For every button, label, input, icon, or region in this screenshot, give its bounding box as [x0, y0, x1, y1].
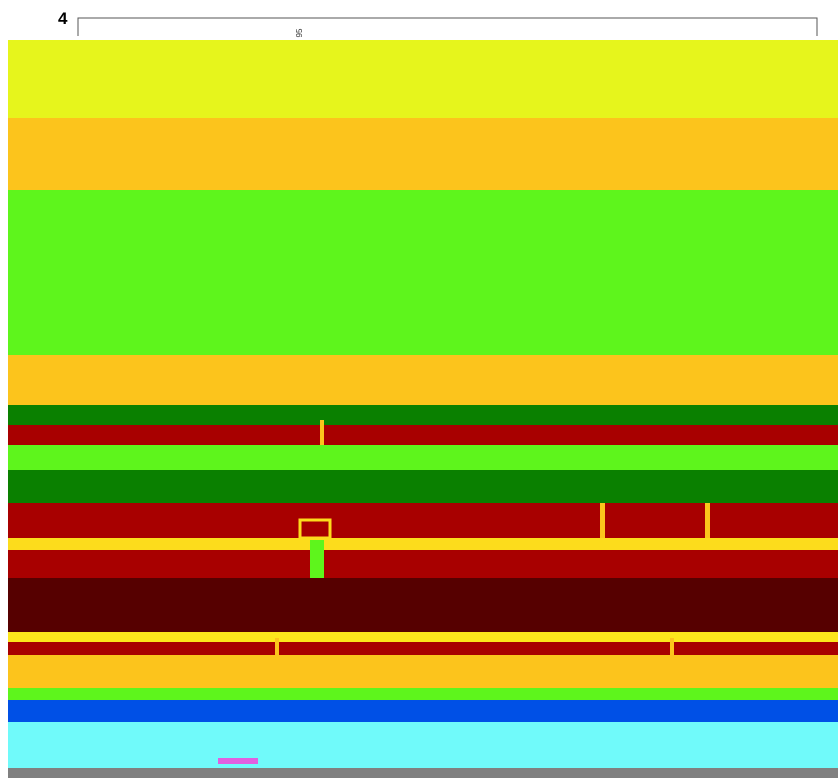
artifact [218, 758, 258, 764]
band [8, 642, 838, 655]
band [8, 632, 838, 642]
header-label: 95 [295, 28, 304, 37]
band [8, 470, 838, 503]
artifacts [218, 420, 710, 764]
band [8, 722, 838, 768]
artifact [310, 540, 324, 578]
artifact [320, 420, 324, 445]
band [8, 445, 838, 470]
band [8, 538, 838, 550]
artifact [600, 503, 605, 538]
band [8, 578, 838, 632]
artifact [275, 638, 279, 655]
band [8, 655, 838, 688]
header-number: 4 [58, 9, 68, 28]
band [8, 355, 838, 405]
band [8, 190, 838, 355]
band [8, 550, 838, 578]
header-background [0, 0, 838, 40]
band [8, 405, 838, 425]
band [8, 118, 838, 190]
bracket [77, 17, 818, 36]
bands [8, 40, 838, 778]
artifact [670, 638, 674, 655]
band [8, 503, 838, 538]
artifact [705, 503, 710, 538]
band [8, 425, 838, 445]
artifact [298, 518, 332, 540]
band [8, 768, 838, 778]
band [8, 700, 838, 722]
band [8, 688, 838, 700]
band [8, 40, 838, 118]
